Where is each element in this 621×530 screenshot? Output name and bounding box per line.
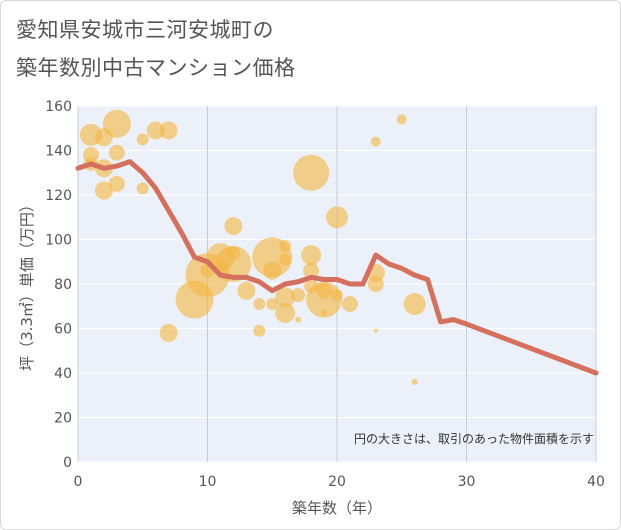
x-tick-label: 30	[458, 474, 476, 490]
bubble-point	[411, 378, 418, 385]
axis-ticks: 0 20 40 60 80 100 120 140 160 0 10 20 30 40	[45, 99, 605, 490]
bubble-point	[306, 281, 343, 318]
bubble-point	[108, 175, 125, 192]
y-tick-label: 0	[63, 455, 72, 471]
bubble-point	[275, 302, 296, 323]
bubble-point	[136, 182, 149, 195]
y-tick-label: 80	[54, 277, 72, 293]
bubble-point	[373, 328, 378, 333]
bubble-point	[396, 114, 407, 125]
x-tick-label: 0	[74, 474, 83, 490]
bubble-point	[224, 217, 243, 236]
bubble-point	[136, 133, 149, 146]
y-tick-label: 40	[54, 366, 72, 382]
y-tick-label: 140	[45, 144, 72, 160]
bubble-point	[316, 282, 333, 299]
bubble-point	[321, 309, 328, 316]
bubble-point	[237, 281, 256, 300]
bubble-point	[253, 298, 266, 311]
y-tick-label: 120	[45, 188, 72, 204]
bubble-point	[159, 121, 178, 140]
x-tick-label: 10	[199, 474, 217, 490]
bubble-point	[159, 323, 178, 342]
bubble-point	[295, 316, 302, 323]
bubble-point	[367, 276, 384, 292]
chart-title-line1: 愛知県安城市三河安城町の	[16, 18, 274, 42]
bubble-point	[341, 296, 358, 313]
chart-title-line2: 築年数別中古マンション価格	[16, 56, 296, 80]
bubble-point	[226, 245, 241, 260]
bubble-point	[253, 324, 266, 337]
bubble-point	[370, 136, 381, 147]
bubble-point	[293, 154, 330, 191]
bubble-point	[279, 240, 292, 253]
y-tick-label: 60	[54, 322, 72, 338]
bubble-point	[263, 261, 282, 280]
x-tick-label: 20	[328, 474, 346, 490]
x-tick-label: 40	[587, 474, 605, 490]
average-price-line	[75, 159, 599, 376]
bubble-point	[108, 144, 125, 161]
bubble-size-note: 円の大きさは、取引のあった物件面積を示す	[354, 431, 594, 446]
bubble-point	[303, 262, 320, 279]
y-axis-label: 坪（3.3㎡）単価（万円）	[18, 197, 36, 371]
bubble-point	[279, 253, 292, 266]
bubble-point	[215, 245, 252, 282]
bubble-point	[301, 245, 322, 266]
bubble-point	[146, 121, 165, 140]
bubble-point	[266, 298, 279, 311]
bubble-point	[331, 289, 343, 302]
y-tick-label: 100	[45, 233, 72, 249]
bubble-point	[291, 288, 306, 303]
y-tick-label: 160	[45, 99, 72, 115]
bubble-point	[94, 181, 113, 200]
bubble-point	[275, 287, 296, 308]
bubble-point	[403, 293, 426, 316]
bubble-series	[79, 109, 426, 385]
bubble-point	[326, 206, 348, 229]
bubble-point	[102, 109, 131, 138]
y-tick-label: 20	[54, 411, 72, 427]
x-axis-label: 築年数（年）	[292, 499, 382, 517]
